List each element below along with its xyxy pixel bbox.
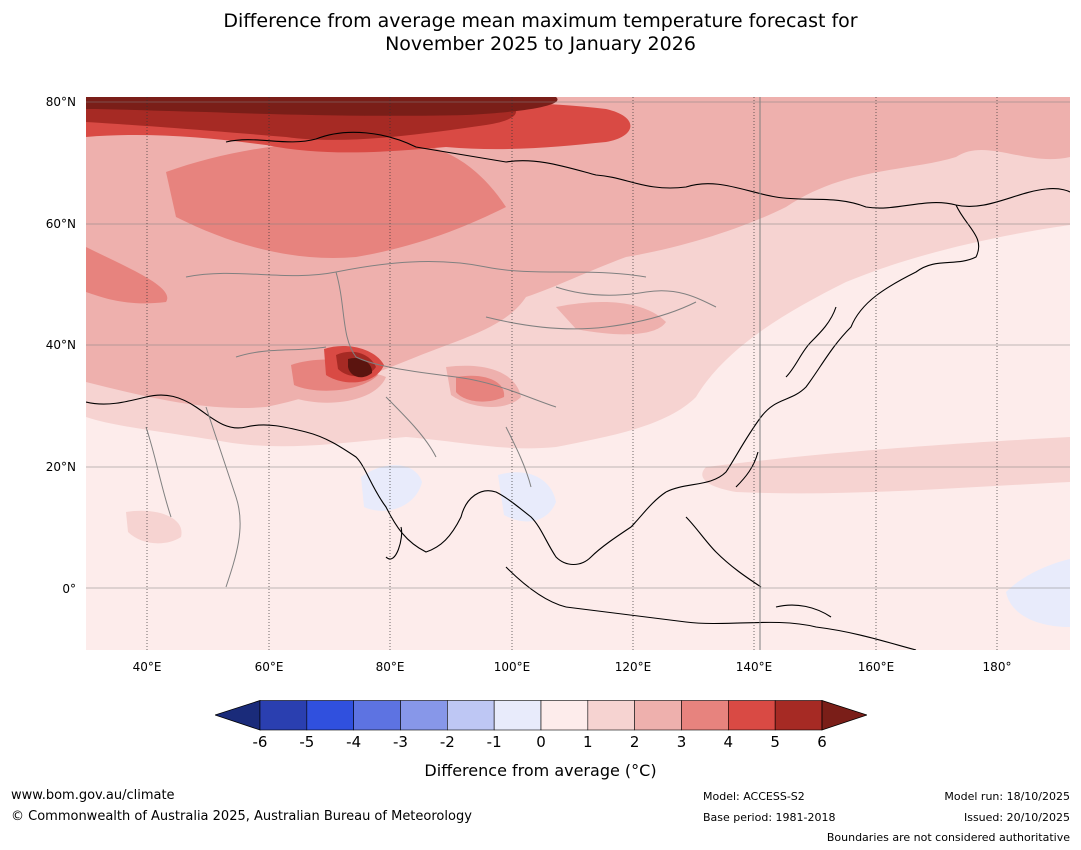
lat-label-80n: 80°N <box>45 95 76 109</box>
colorbar-label: Difference from average (°C) <box>424 761 657 780</box>
footer-model-run: Model run: 18/10/2025 <box>944 790 1070 803</box>
colorbar <box>215 700 867 731</box>
anomaly-region-1-2-africa <box>126 510 182 544</box>
lon-label-180: 180° <box>982 660 1012 674</box>
title-line-1: Difference from average mean maximum tem… <box>223 10 858 32</box>
temperature-anomaly-map <box>86 97 1070 650</box>
footer-base-period: Base period: 1981-2018 <box>703 811 836 824</box>
colorbar-tick-label: -6 <box>252 733 268 751</box>
colorbar-tick-label: 3 <box>676 733 687 751</box>
lon-label-100e: 100°E <box>493 660 531 674</box>
colorbar-segment <box>728 700 776 731</box>
lat-label-0: 0° <box>62 582 76 596</box>
colorbar-extend-low <box>215 700 261 731</box>
colorbar-tick-label: 0 <box>536 733 546 751</box>
colorbar-tick-label: 5 <box>770 733 780 751</box>
colorbar-segment <box>774 700 823 731</box>
colorbar-tick-label: -1 <box>486 733 502 751</box>
colorbar-tick-label: -4 <box>346 733 362 751</box>
colorbar-extend-high <box>821 700 867 731</box>
lon-label-160e: 160°E <box>857 660 895 674</box>
colorbar-segment <box>400 700 448 731</box>
lat-label-40n: 40°N <box>45 338 76 352</box>
footer-copyright: © Commonwealth of Australia 2025, Austra… <box>11 809 472 824</box>
anomaly-region-2-3-mongolia <box>556 302 666 335</box>
lon-label-60e: 60°E <box>254 660 284 674</box>
lon-label-40e: 40°E <box>132 660 162 674</box>
colorbar-segment <box>353 700 401 731</box>
anomaly-region-pacific-negative <box>1006 559 1070 627</box>
colorbar-segment <box>634 700 682 731</box>
anomaly-region-3-4-siberia <box>166 140 506 258</box>
colorbar-tick-label: -2 <box>439 733 455 751</box>
anomaly-region-6-plus-pamir <box>348 357 373 378</box>
colorbar-segment <box>681 700 729 731</box>
anomaly-region-3-4-plateau <box>456 375 505 402</box>
colorbar-tick-label: 6 <box>817 733 827 751</box>
lat-label-60n: 60°N <box>45 217 76 231</box>
colorbar-segment <box>493 700 542 731</box>
country-borders <box>145 97 761 650</box>
anomaly-region-india-negative <box>361 465 422 511</box>
lon-label-80e: 80°E <box>375 660 405 674</box>
colorbar-tick-label: 4 <box>723 733 734 751</box>
colorbar-segment <box>447 700 495 731</box>
footer-url[interactable]: www.bom.gov.au/climate <box>11 788 175 803</box>
lon-label-120e: 120°E <box>614 660 652 674</box>
colorbar-tick-label: 1 <box>583 733 593 751</box>
footer-issued: Issued: 20/10/2025 <box>963 811 1070 824</box>
lon-label-140e: 140°E <box>735 660 773 674</box>
colorbar-segment <box>540 700 589 731</box>
colorbar-tick-label: 2 <box>629 733 640 751</box>
colorbar-segment <box>259 700 308 731</box>
anomaly-region-1-2-pacific <box>702 437 1070 494</box>
title-line-2: November 2025 to January 2026 <box>385 33 696 55</box>
graticule <box>86 101 1070 589</box>
colorbar-tick-label: -5 <box>299 733 315 751</box>
colorbar-tick-label: -3 <box>393 733 408 751</box>
lat-label-20n: 20°N <box>45 460 76 474</box>
anomaly-region-indochina-negative <box>498 472 556 522</box>
footer-model: Model: ACCESS-S2 <box>703 790 805 803</box>
meridians <box>146 97 998 650</box>
footer-disclaimer: Boundaries are not considered authoritat… <box>826 831 1070 844</box>
chart-title: Difference from average mean maximum tem… <box>0 10 1081 56</box>
colorbar-segment <box>587 700 635 731</box>
colorbar-segment <box>306 700 354 731</box>
